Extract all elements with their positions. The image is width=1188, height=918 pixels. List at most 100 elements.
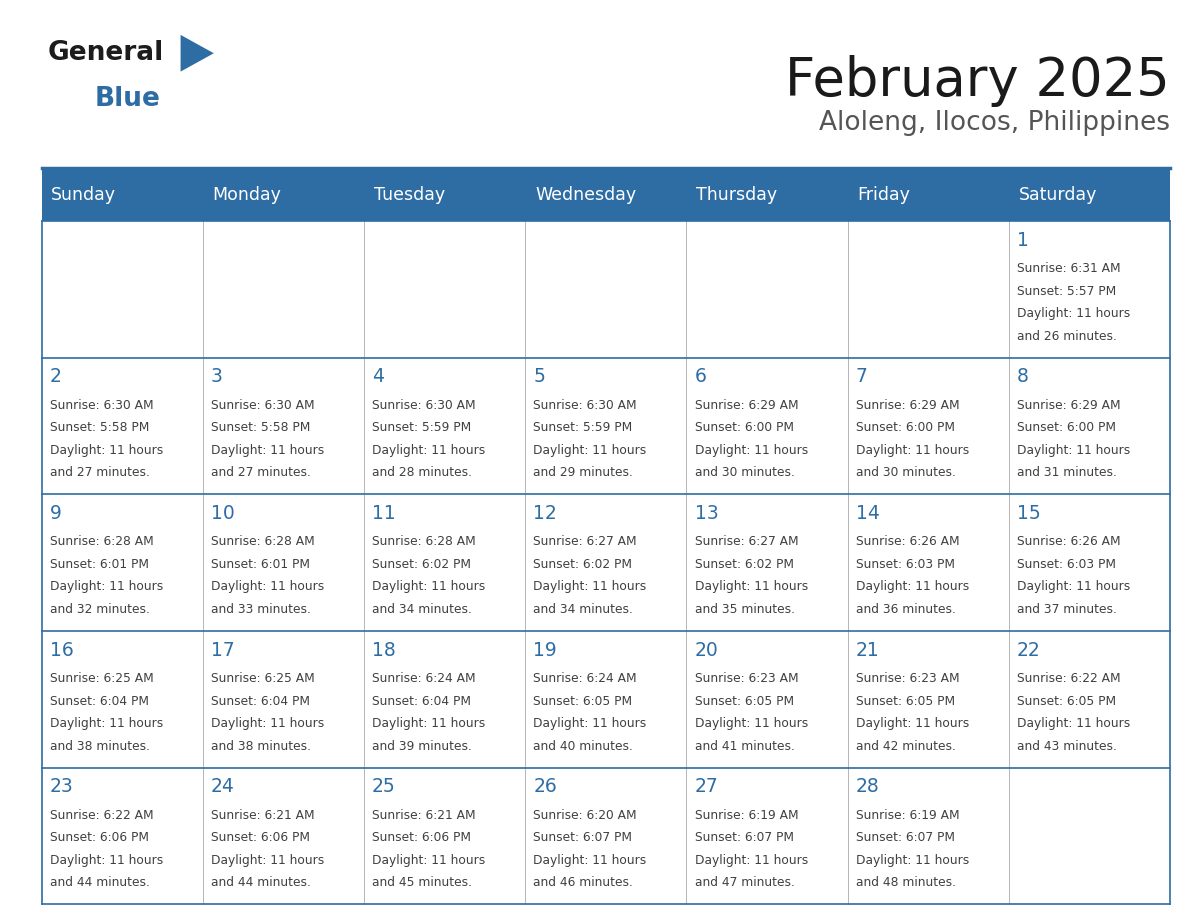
Text: and 42 minutes.: and 42 minutes.	[855, 740, 955, 753]
Text: Sunrise: 6:21 AM: Sunrise: 6:21 AM	[210, 809, 315, 822]
Text: Daylight: 11 hours: Daylight: 11 hours	[372, 580, 486, 594]
Text: 1: 1	[1017, 230, 1029, 250]
Text: Daylight: 11 hours: Daylight: 11 hours	[372, 717, 486, 730]
Text: 2: 2	[50, 367, 62, 386]
Bar	[1009, 221, 1170, 358]
Text: Daylight: 11 hours: Daylight: 11 hours	[50, 580, 163, 594]
Text: Daylight: 11 hours: Daylight: 11 hours	[855, 580, 969, 594]
Text: 23: 23	[50, 778, 74, 796]
Text: Sunrise: 6:19 AM: Sunrise: 6:19 AM	[695, 809, 798, 822]
Text: 7: 7	[855, 367, 867, 386]
Text: Thursday: Thursday	[696, 185, 777, 204]
Bar	[848, 495, 1009, 631]
Bar	[1009, 767, 1170, 904]
Text: and 41 minutes.: and 41 minutes.	[695, 740, 795, 753]
Text: Saturday: Saturday	[1018, 185, 1097, 204]
Text: Sunset: 6:05 PM: Sunset: 6:05 PM	[855, 695, 955, 708]
Text: Sunset: 6:01 PM: Sunset: 6:01 PM	[50, 558, 148, 571]
Text: Daylight: 11 hours: Daylight: 11 hours	[533, 717, 646, 730]
Text: February 2025: February 2025	[785, 55, 1170, 107]
Text: 26: 26	[533, 778, 557, 796]
Text: Sunset: 6:06 PM: Sunset: 6:06 PM	[372, 831, 472, 845]
Text: Sunrise: 6:29 AM: Sunrise: 6:29 AM	[695, 398, 798, 412]
Text: Sunset: 6:05 PM: Sunset: 6:05 PM	[1017, 695, 1117, 708]
Text: Daylight: 11 hours: Daylight: 11 hours	[50, 444, 163, 457]
Bar	[42, 767, 203, 904]
Text: Daylight: 11 hours: Daylight: 11 hours	[372, 854, 486, 867]
Bar	[364, 168, 525, 221]
Bar	[1009, 358, 1170, 495]
Text: Sunset: 6:04 PM: Sunset: 6:04 PM	[372, 695, 472, 708]
Bar	[364, 495, 525, 631]
Text: 3: 3	[210, 367, 222, 386]
Text: Sunset: 6:07 PM: Sunset: 6:07 PM	[695, 831, 794, 845]
Text: Blue: Blue	[95, 86, 160, 112]
Text: Sunrise: 6:27 AM: Sunrise: 6:27 AM	[695, 535, 798, 548]
Bar	[1009, 168, 1170, 221]
Text: and 31 minutes.: and 31 minutes.	[1017, 466, 1117, 479]
Text: Sunrise: 6:23 AM: Sunrise: 6:23 AM	[855, 672, 960, 685]
Text: Sunrise: 6:30 AM: Sunrise: 6:30 AM	[372, 398, 475, 412]
Text: Daylight: 11 hours: Daylight: 11 hours	[533, 444, 646, 457]
Text: 28: 28	[855, 778, 879, 796]
Text: Daylight: 11 hours: Daylight: 11 hours	[855, 717, 969, 730]
Text: and 39 minutes.: and 39 minutes.	[372, 740, 472, 753]
Text: 11: 11	[372, 504, 396, 523]
Text: and 48 minutes.: and 48 minutes.	[855, 876, 956, 890]
Text: Sunrise: 6:27 AM: Sunrise: 6:27 AM	[533, 535, 637, 548]
Bar	[848, 631, 1009, 767]
Text: Daylight: 11 hours: Daylight: 11 hours	[210, 580, 324, 594]
Text: Sunset: 6:02 PM: Sunset: 6:02 PM	[533, 558, 632, 571]
Text: Daylight: 11 hours: Daylight: 11 hours	[855, 444, 969, 457]
Text: 14: 14	[855, 504, 879, 523]
Bar	[364, 631, 525, 767]
Text: Sunrise: 6:30 AM: Sunrise: 6:30 AM	[50, 398, 153, 412]
Text: and 34 minutes.: and 34 minutes.	[372, 603, 472, 616]
Bar	[203, 221, 364, 358]
Bar	[687, 495, 848, 631]
Bar	[1009, 495, 1170, 631]
Text: and 47 minutes.: and 47 minutes.	[695, 876, 795, 890]
Text: Sunset: 6:02 PM: Sunset: 6:02 PM	[372, 558, 472, 571]
Text: Sunrise: 6:24 AM: Sunrise: 6:24 AM	[372, 672, 475, 685]
Bar	[42, 495, 203, 631]
Text: Sunrise: 6:30 AM: Sunrise: 6:30 AM	[533, 398, 637, 412]
Text: 5: 5	[533, 367, 545, 386]
Bar	[42, 221, 203, 358]
Text: and 38 minutes.: and 38 minutes.	[50, 740, 150, 753]
Text: 19: 19	[533, 641, 557, 660]
Text: Sunset: 5:59 PM: Sunset: 5:59 PM	[533, 421, 632, 434]
Text: Sunrise: 6:31 AM: Sunrise: 6:31 AM	[1017, 263, 1120, 275]
Text: and 44 minutes.: and 44 minutes.	[210, 876, 311, 890]
Bar	[42, 168, 203, 221]
Bar	[687, 168, 848, 221]
Text: Sunset: 6:03 PM: Sunset: 6:03 PM	[1017, 558, 1116, 571]
Text: Sunset: 6:00 PM: Sunset: 6:00 PM	[1017, 421, 1116, 434]
Text: and 27 minutes.: and 27 minutes.	[210, 466, 311, 479]
Bar	[848, 221, 1009, 358]
Text: Sunset: 6:03 PM: Sunset: 6:03 PM	[855, 558, 955, 571]
Text: and 32 minutes.: and 32 minutes.	[50, 603, 150, 616]
Text: and 45 minutes.: and 45 minutes.	[372, 876, 472, 890]
Text: Daylight: 11 hours: Daylight: 11 hours	[1017, 580, 1130, 594]
Text: Daylight: 11 hours: Daylight: 11 hours	[695, 854, 808, 867]
Text: Sunset: 6:04 PM: Sunset: 6:04 PM	[50, 695, 148, 708]
Text: Monday: Monday	[213, 185, 282, 204]
Text: 20: 20	[695, 641, 719, 660]
Text: Sunset: 5:59 PM: Sunset: 5:59 PM	[372, 421, 472, 434]
Text: Daylight: 11 hours: Daylight: 11 hours	[50, 717, 163, 730]
Text: Sunrise: 6:25 AM: Sunrise: 6:25 AM	[210, 672, 315, 685]
Text: Sunset: 6:02 PM: Sunset: 6:02 PM	[695, 558, 794, 571]
Text: and 26 minutes.: and 26 minutes.	[1017, 330, 1117, 342]
Text: Friday: Friday	[858, 185, 910, 204]
Bar	[525, 221, 687, 358]
Text: Daylight: 11 hours: Daylight: 11 hours	[855, 854, 969, 867]
Text: and 46 minutes.: and 46 minutes.	[533, 876, 633, 890]
Bar	[1009, 631, 1170, 767]
Text: 12: 12	[533, 504, 557, 523]
Text: and 33 minutes.: and 33 minutes.	[210, 603, 311, 616]
Text: 17: 17	[210, 641, 234, 660]
Text: Sunset: 6:07 PM: Sunset: 6:07 PM	[855, 831, 955, 845]
Text: and 30 minutes.: and 30 minutes.	[695, 466, 795, 479]
Text: and 35 minutes.: and 35 minutes.	[695, 603, 795, 616]
